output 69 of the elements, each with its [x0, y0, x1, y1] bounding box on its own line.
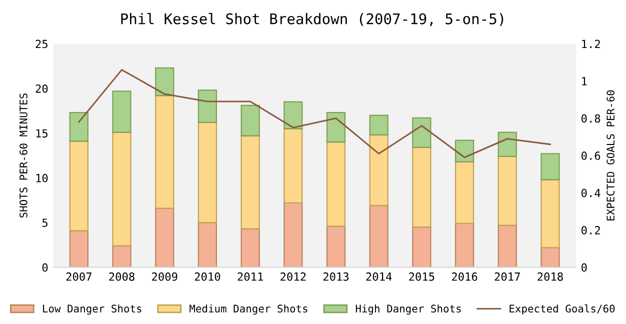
legend-label: Expected Goals/60: [510, 304, 615, 315]
x-tick-label: 2008: [109, 272, 134, 281]
bar: [412, 146, 432, 228]
bar: [369, 134, 388, 206]
bar: [498, 132, 517, 157]
bar: [69, 140, 88, 232]
x-tick-label: 2009: [152, 272, 178, 281]
x-tick-label: 2014: [366, 272, 392, 281]
bar: [540, 153, 560, 180]
y-tick-label: 0: [42, 263, 48, 272]
bar: [155, 208, 174, 268]
bar: [198, 122, 218, 224]
x-tick-label: 2013: [323, 272, 349, 281]
x-tick-label: 2012: [280, 272, 306, 281]
bar: [284, 128, 303, 204]
y-tick-label: 5: [42, 218, 48, 227]
bar: [155, 67, 174, 96]
bar: [498, 156, 517, 226]
bar: [284, 101, 303, 130]
y-tick-label: 15: [36, 129, 48, 138]
bar: [498, 224, 517, 268]
bar: [112, 132, 132, 246]
bar: [112, 245, 132, 268]
bar: [284, 202, 303, 268]
bar: [540, 247, 560, 268]
bar: [240, 135, 260, 230]
x-tick-label: 2016: [452, 272, 478, 281]
bar: [326, 226, 346, 268]
y2-tick-label: 0.4: [582, 188, 600, 198]
x-tick-label: 2010: [194, 272, 220, 281]
bar: [112, 90, 132, 133]
bar: [198, 222, 218, 268]
bar: [240, 228, 260, 268]
bar: [240, 104, 260, 136]
x-tick-label: 2007: [66, 272, 92, 281]
y-tick-label: 10: [36, 174, 48, 182]
bar: [326, 142, 346, 227]
bar: [69, 112, 88, 142]
x-tick-label: 2015: [409, 272, 434, 281]
bar: [454, 222, 474, 268]
y2-tick-label: 0.8: [582, 114, 600, 123]
chart-title: Phil Kessel Shot Breakdown (2007-19, 5-on-5): [121, 12, 504, 26]
x-tick-label: 2017: [494, 272, 520, 281]
bar: [369, 205, 388, 268]
y2-tick-label: 1.2: [582, 40, 600, 48]
line-series: [78, 69, 551, 158]
legend-label: Medium Danger Shots: [190, 304, 308, 315]
bar: [155, 95, 174, 209]
y-tick-label: 20: [36, 84, 48, 93]
bar: [369, 114, 388, 136]
y2-tick-label: 0.2: [582, 226, 600, 234]
bar: [69, 230, 88, 268]
bar: [412, 117, 432, 148]
x-tick-label: 2018: [538, 272, 563, 281]
bar: [412, 226, 432, 268]
y2-axis-title: EXPECTED GOALS PER-60: [606, 90, 615, 220]
y-tick-label: 25: [36, 40, 48, 48]
y2-tick-label: 0: [582, 263, 587, 272]
legend-label: Low Danger Shots: [43, 304, 142, 315]
y2-tick-label: 0.6: [582, 152, 600, 160]
legend-label: High Danger Shots: [356, 304, 461, 315]
bar: [454, 161, 474, 224]
y2-tick-label: 1: [582, 77, 587, 86]
y-axis-title: SHOTS PER-60 MINUTES: [20, 93, 28, 218]
bar: [454, 140, 474, 162]
x-tick-label: 2011: [238, 272, 263, 281]
bar: [326, 112, 346, 143]
bar: [198, 90, 218, 123]
bar: [540, 179, 560, 248]
